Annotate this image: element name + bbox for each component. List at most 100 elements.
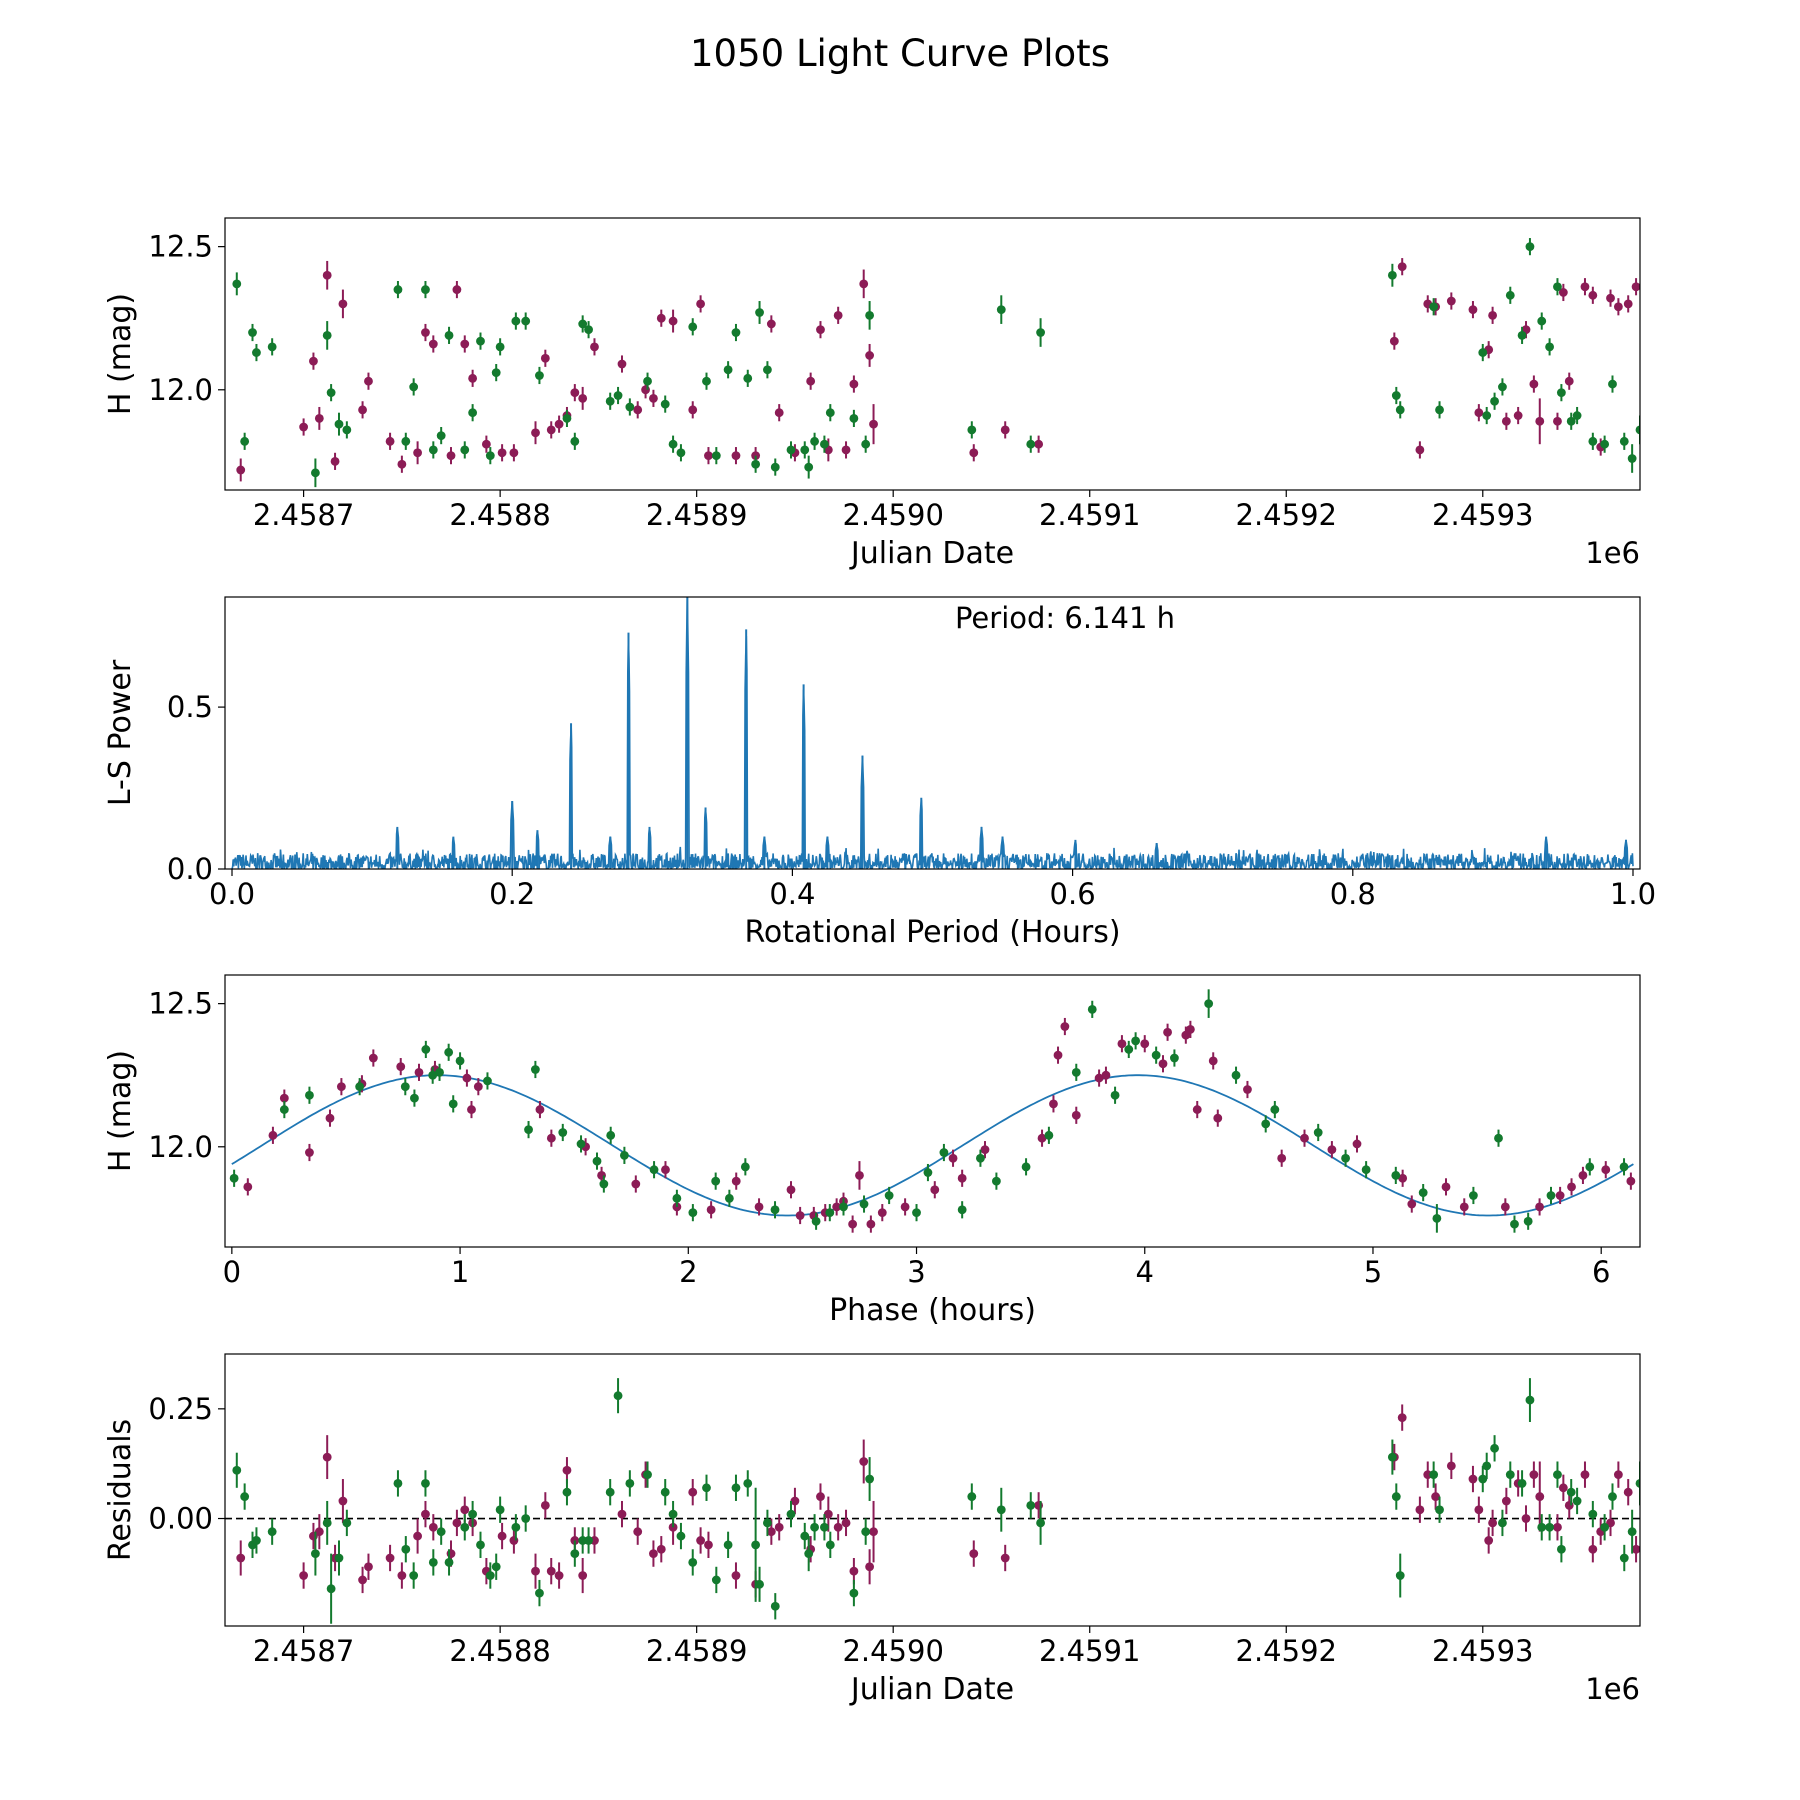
data-point bbox=[688, 1487, 698, 1497]
data-point bbox=[1474, 1505, 1484, 1515]
data-point bbox=[330, 456, 340, 466]
data-point bbox=[1429, 302, 1439, 312]
data-point bbox=[252, 1536, 261, 1545]
data-point bbox=[578, 319, 588, 329]
data-point bbox=[820, 1522, 829, 1532]
data-point bbox=[1391, 391, 1401, 400]
data-point bbox=[268, 1130, 278, 1140]
data-point bbox=[1585, 1162, 1595, 1172]
plot-area bbox=[231, 597, 1634, 869]
data-point bbox=[1613, 302, 1623, 312]
data-point bbox=[1635, 1479, 1640, 1488]
data-point bbox=[770, 462, 780, 472]
data-point bbox=[1655, 1497, 1664, 1506]
data-point bbox=[314, 414, 324, 423]
data-point bbox=[1631, 1544, 1640, 1554]
data-point bbox=[1060, 1022, 1070, 1031]
data-point bbox=[849, 1588, 859, 1598]
data-point bbox=[385, 1553, 395, 1563]
panel-residuals: 2.4587 2.4588 2.4589 2.4590 2.4591 2.4592 2.45… bbox=[103, 1353, 1680, 1707]
data-point bbox=[1277, 1153, 1287, 1163]
data-point bbox=[613, 391, 623, 400]
data-point bbox=[1431, 1492, 1441, 1501]
data-point bbox=[554, 419, 564, 429]
data-point bbox=[1415, 445, 1425, 455]
data-point bbox=[1341, 1153, 1350, 1163]
data-point bbox=[1071, 1110, 1081, 1120]
data-point bbox=[311, 468, 320, 478]
data-point bbox=[460, 339, 470, 349]
data-point bbox=[702, 376, 711, 386]
axes-frame bbox=[224, 974, 1641, 1248]
data-point bbox=[1204, 999, 1214, 1009]
data-point bbox=[706, 1205, 716, 1215]
data-point bbox=[1558, 1483, 1568, 1493]
data-point bbox=[1525, 242, 1535, 252]
data-point bbox=[869, 1527, 878, 1537]
data-point bbox=[1623, 1487, 1633, 1497]
x-tick-label: 4 bbox=[1136, 1255, 1154, 1289]
data-point bbox=[740, 1162, 750, 1172]
data-point bbox=[584, 1536, 593, 1545]
data-point bbox=[393, 1479, 403, 1488]
x-tick-label: 2.4591 bbox=[1039, 498, 1140, 532]
data-point bbox=[364, 376, 373, 386]
data-point bbox=[229, 1173, 239, 1183]
data-point bbox=[859, 1457, 869, 1466]
x-tick-label: 6 bbox=[1592, 1255, 1610, 1289]
data-point bbox=[452, 1518, 462, 1528]
data-point bbox=[468, 408, 478, 418]
data-point bbox=[1389, 336, 1399, 346]
data-point bbox=[521, 1514, 531, 1523]
data-point bbox=[452, 285, 462, 294]
data-point bbox=[754, 1202, 764, 1212]
data-point bbox=[1415, 1505, 1425, 1515]
data-point bbox=[428, 1522, 438, 1532]
data-point bbox=[816, 1492, 825, 1501]
data-point bbox=[800, 1531, 810, 1541]
x-tick-label: 0.2 bbox=[489, 877, 535, 911]
data-point bbox=[1580, 1470, 1590, 1480]
data-point bbox=[1501, 416, 1511, 426]
data-point bbox=[368, 1053, 378, 1063]
data-point bbox=[672, 1193, 682, 1203]
data-point bbox=[1478, 1474, 1488, 1484]
data-point bbox=[1641, 1479, 1650, 1488]
data-point bbox=[1671, 1540, 1680, 1549]
data-point bbox=[656, 313, 666, 323]
data-point bbox=[1395, 1571, 1405, 1580]
data-point bbox=[397, 459, 407, 469]
x-tick-label: 2.4592 bbox=[1236, 498, 1337, 532]
data-point bbox=[267, 342, 277, 352]
data-point bbox=[1117, 1039, 1127, 1049]
data-point bbox=[428, 339, 438, 349]
y-axis-label: Residuals bbox=[103, 1419, 138, 1561]
data-point bbox=[865, 351, 875, 360]
data-point bbox=[1484, 1536, 1494, 1545]
data-point bbox=[688, 1557, 698, 1567]
x-tick-label: 2.4591 bbox=[1039, 1634, 1140, 1668]
data-point bbox=[1101, 1070, 1111, 1080]
data-point bbox=[1653, 271, 1662, 280]
data-point bbox=[795, 1211, 805, 1220]
data-point bbox=[460, 445, 470, 455]
data-point bbox=[1588, 1544, 1598, 1554]
data-point bbox=[1185, 1025, 1195, 1034]
data-point bbox=[599, 1179, 609, 1189]
data-point bbox=[841, 445, 851, 455]
x-tick-label: 0.0 bbox=[209, 877, 255, 911]
data-point bbox=[869, 419, 878, 429]
x-tick-label: 2.4589 bbox=[646, 498, 747, 532]
y-tick-label: 12.0 bbox=[148, 1130, 213, 1164]
data-point bbox=[849, 379, 859, 389]
data-point bbox=[696, 1536, 705, 1545]
data-point bbox=[1300, 1133, 1309, 1143]
data-point bbox=[866, 1219, 876, 1229]
data-point bbox=[656, 1544, 666, 1554]
data-point bbox=[841, 1518, 851, 1528]
data-point bbox=[643, 376, 652, 386]
data-point bbox=[322, 330, 332, 340]
data-point bbox=[1494, 1133, 1503, 1143]
data-point bbox=[1026, 1500, 1036, 1510]
